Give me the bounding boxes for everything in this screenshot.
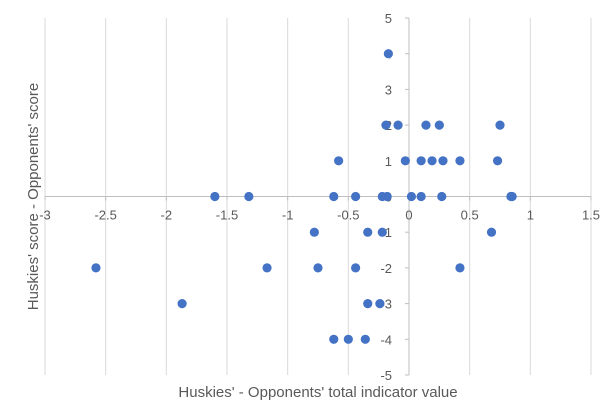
data-point <box>434 120 444 130</box>
data-point <box>351 191 361 202</box>
x-tick-label: -1.5 <box>216 208 238 223</box>
y-tick-label: 3 <box>385 82 392 97</box>
data-point <box>91 263 101 273</box>
data-point <box>427 156 437 166</box>
data-point <box>363 227 373 237</box>
data-point <box>375 299 385 309</box>
data-point <box>262 263 272 273</box>
data-point <box>334 156 344 166</box>
x-tick-label: 1 <box>527 208 534 223</box>
data-point <box>495 120 505 130</box>
data-point <box>313 263 323 273</box>
data-point <box>492 156 503 166</box>
data-point <box>421 120 431 130</box>
y-tick-label: -5 <box>380 368 392 383</box>
data-point <box>363 299 373 309</box>
data-point <box>486 227 497 237</box>
data-point <box>329 191 339 202</box>
y-tick-label: 5 <box>385 11 392 26</box>
y-axis-title: Huskies' score - Opponents' score <box>25 83 42 311</box>
data-point <box>381 120 391 130</box>
data-point <box>406 191 417 202</box>
y-tick-label: -3 <box>380 297 392 312</box>
data-point <box>360 334 370 344</box>
data-points <box>91 49 517 344</box>
data-point <box>329 334 339 344</box>
x-tick-label: 0 <box>405 208 412 223</box>
data-point <box>455 156 465 166</box>
data-point <box>377 227 387 237</box>
data-point <box>309 227 319 237</box>
data-point <box>507 191 517 202</box>
y-tick-label: -4 <box>380 332 392 347</box>
data-point <box>437 191 447 202</box>
data-point <box>416 156 426 166</box>
data-point <box>210 191 220 202</box>
x-tick-label: 1.5 <box>582 208 600 223</box>
data-point <box>416 191 426 202</box>
x-tick-label: -1 <box>282 208 294 223</box>
y-tick-label: -2 <box>380 261 392 276</box>
data-point <box>400 156 410 166</box>
x-tick-label: -2.5 <box>94 208 116 223</box>
data-point <box>351 263 361 273</box>
data-point <box>393 120 403 130</box>
x-tick-label: -0.5 <box>337 208 359 223</box>
data-point <box>177 299 187 309</box>
data-point <box>383 49 393 59</box>
data-point <box>455 263 465 273</box>
data-point <box>244 191 254 202</box>
data-point <box>438 156 448 166</box>
x-tick-label: -3 <box>39 208 51 223</box>
y-tick-label: 1 <box>385 154 392 169</box>
data-point <box>343 334 353 344</box>
x-axis-title: Huskies' - Opponents' total indicator va… <box>178 384 457 401</box>
x-tick-label: -2 <box>161 208 173 223</box>
x-tick-label: 0.5 <box>461 208 479 223</box>
data-point <box>382 191 392 202</box>
